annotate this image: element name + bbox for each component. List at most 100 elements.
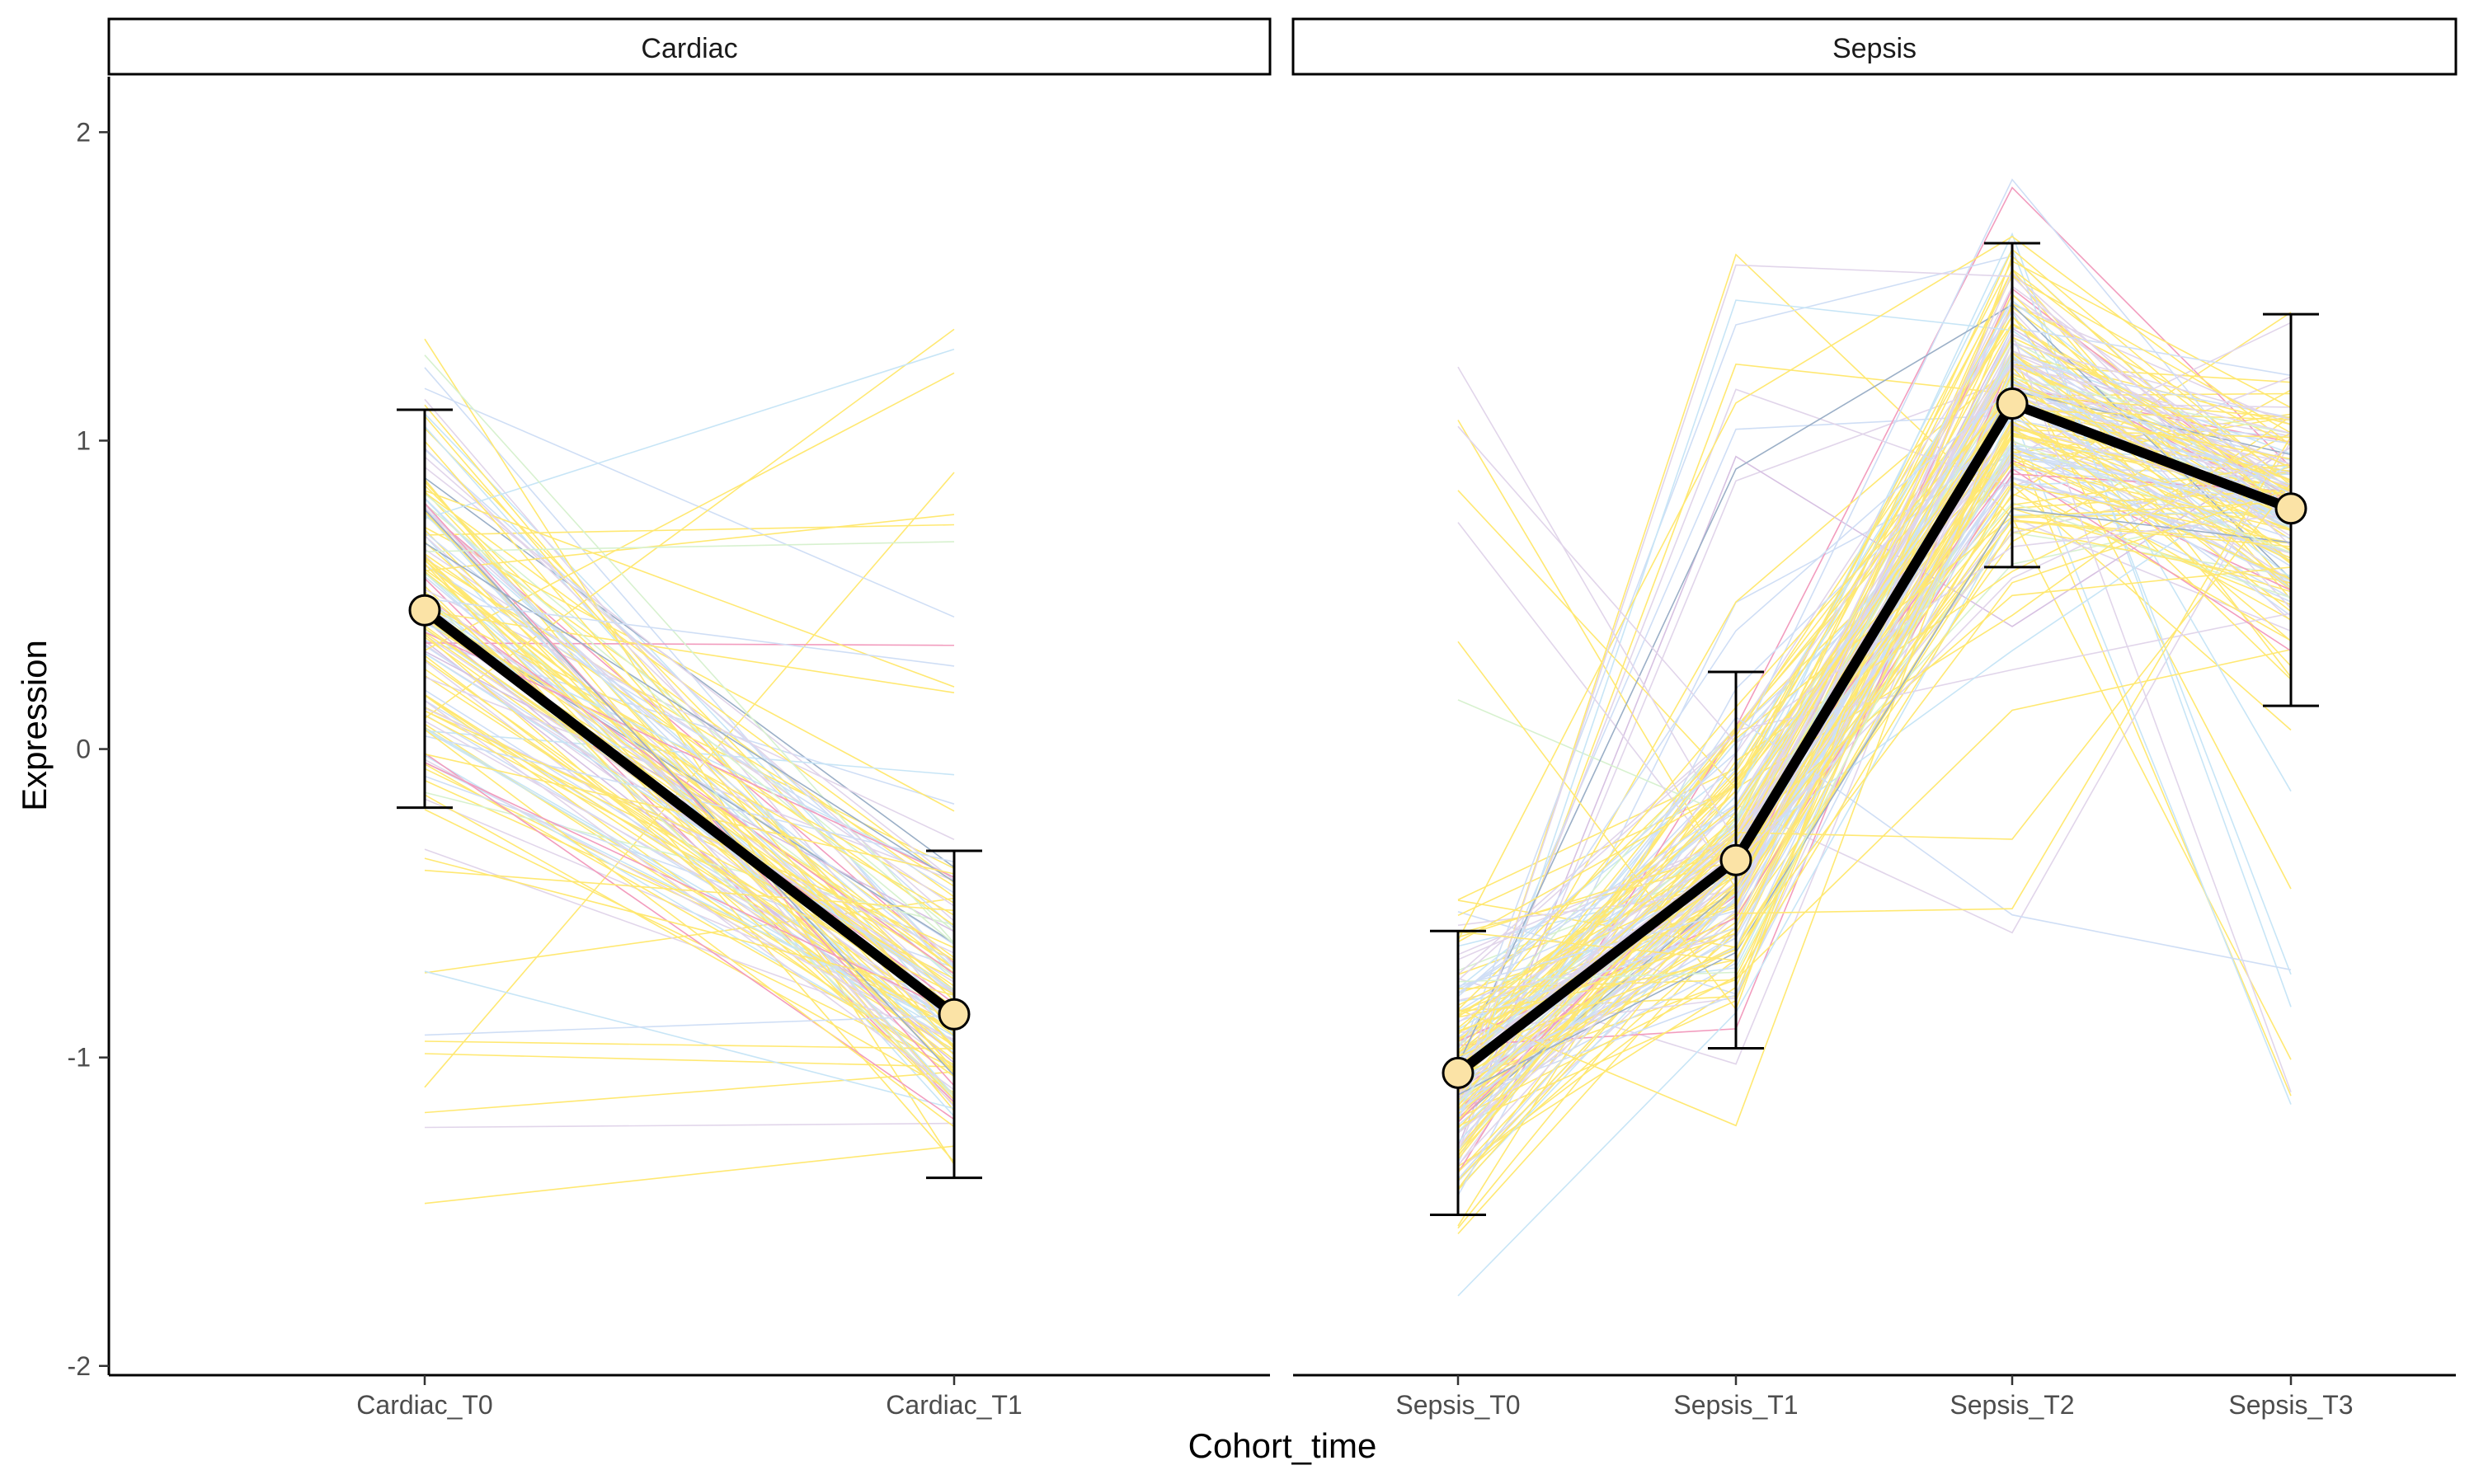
individual-line — [1457, 453, 2292, 1173]
individual-line — [424, 559, 955, 1014]
individual-line — [424, 590, 955, 1056]
mean-point — [2274, 492, 2307, 525]
individual-line — [424, 595, 955, 974]
individual-line — [1457, 285, 2292, 1023]
individual-line — [1457, 342, 2292, 1065]
y-tick-label: 2 — [76, 117, 91, 147]
individual-line — [424, 598, 955, 667]
individual-line — [1457, 507, 2292, 1096]
individual-line — [424, 710, 955, 949]
individual-line — [424, 534, 955, 1117]
individual-line — [424, 857, 955, 996]
individual-line — [424, 497, 955, 1023]
individual-line — [424, 642, 955, 646]
individual-line — [424, 557, 955, 887]
individual-line — [1457, 520, 2292, 1007]
y-tick-label: -1 — [68, 1043, 91, 1073]
y-axis: -2 -1 0 1 2 — [68, 77, 111, 1381]
individual-line — [1457, 310, 2292, 989]
individual-line — [1457, 406, 2292, 1029]
individual-line — [1457, 418, 2292, 1196]
individual-line — [1457, 393, 2292, 1036]
individual-line — [424, 348, 955, 520]
x-tick-label: Sepsis_T3 — [2228, 1390, 2353, 1420]
individual-line — [424, 563, 955, 1101]
individual-line — [1457, 425, 2292, 744]
individual-line — [424, 1040, 955, 1050]
individual-line — [1457, 255, 2292, 1062]
facet-strip-label: Sepsis — [1832, 33, 1917, 64]
individual-line — [424, 524, 955, 536]
individual-line — [1457, 293, 2292, 938]
individual-line — [1457, 487, 2292, 1058]
panel-cardiac: Cardiac Cardiac_T0 Cardiac_T1 — [107, 17, 1272, 1420]
individual-line — [1457, 463, 2292, 1068]
individual-line — [424, 735, 955, 863]
individual-line — [1457, 566, 2292, 1149]
individual-line — [1457, 501, 2292, 1068]
individual-line — [424, 655, 955, 1061]
individual-line — [424, 1071, 955, 1114]
individual-line — [424, 481, 955, 1070]
panels: Cardiac Cardiac_T0 Cardiac_T1 Sepsis Sepsis_… — [107, 17, 2458, 1420]
individual-line — [1457, 178, 2292, 998]
individual-line — [1457, 354, 2292, 1031]
mean-point — [938, 998, 971, 1031]
individual-line — [1457, 386, 2292, 1050]
mean-point — [1719, 843, 1752, 876]
individual-line — [424, 758, 955, 1042]
individual-line — [424, 652, 955, 991]
individual-line — [424, 526, 955, 812]
individual-line — [1457, 462, 2292, 1143]
individual-line — [424, 752, 955, 1120]
individual-line — [1457, 447, 2292, 1166]
individual-line — [424, 689, 955, 1023]
individual-line — [1457, 446, 2292, 1148]
individual-line — [424, 610, 955, 693]
individual-line — [424, 511, 955, 1097]
individual-line — [1457, 275, 2292, 1043]
individual-line — [424, 404, 955, 1034]
individual-line — [424, 503, 955, 945]
individual-line — [1457, 428, 2292, 961]
individual-line — [1457, 477, 2292, 1078]
individual-line — [424, 338, 955, 1165]
individual-line — [424, 1014, 955, 1036]
x-axis-title: Cohort_time — [1188, 1426, 1377, 1465]
individual-line — [1457, 303, 2292, 1066]
y-tick-label: 1 — [76, 425, 91, 455]
individual-line — [424, 700, 955, 1091]
individual-line — [424, 553, 955, 927]
individual-line — [424, 729, 955, 1128]
individual-line — [424, 568, 955, 959]
individual-line — [1457, 456, 2292, 1100]
mean-point — [1996, 387, 2029, 420]
individual-line — [424, 514, 955, 572]
individual-lines — [424, 328, 955, 1205]
x-tick-label: Sepsis_T0 — [1395, 1390, 1520, 1420]
individual-line — [1457, 532, 2292, 1084]
individual-line — [424, 542, 955, 883]
individual-line — [424, 491, 955, 884]
x-tick-label: Cardiac_T0 — [356, 1390, 492, 1420]
individual-line — [1457, 411, 2292, 1105]
facet-strip-label: Cardiac — [641, 33, 737, 64]
individual-line — [424, 355, 955, 944]
individual-line — [1457, 452, 2292, 987]
facet-strip — [1291, 17, 2458, 76]
individual-line — [1457, 483, 2292, 1171]
individual-line — [1457, 439, 2292, 983]
individual-line — [1457, 483, 2292, 1082]
individual-line — [424, 970, 955, 1110]
mean-line — [421, 606, 957, 1019]
x-tick-label: Cardiac_T1 — [886, 1390, 1022, 1420]
individual-line — [424, 490, 955, 688]
individual-line — [424, 541, 955, 552]
y-tick-label: -2 — [68, 1351, 91, 1381]
individual-line — [424, 720, 955, 1020]
individual-line — [424, 1145, 955, 1205]
y-tick-label: 0 — [76, 735, 91, 764]
individual-line — [424, 762, 955, 1012]
individual-line — [424, 387, 955, 618]
individual-line — [424, 485, 955, 1002]
